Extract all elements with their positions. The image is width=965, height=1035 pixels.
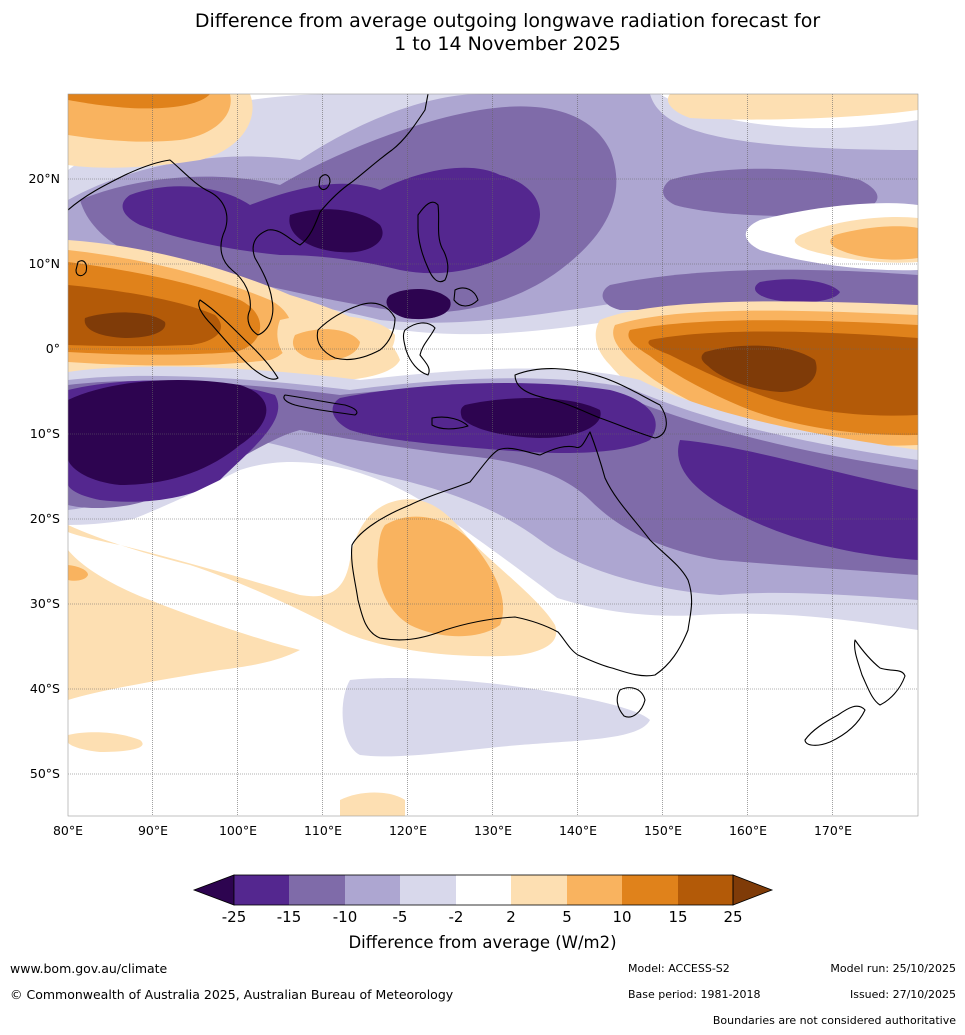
website-link[interactable]: www.bom.gov.au/climate xyxy=(10,961,168,976)
lon-label-100e: 100°E xyxy=(219,823,257,838)
colorbar: -25 -15 -10 -5 -2 2 5 10 15 25 xyxy=(192,874,774,926)
lon-label-90e: 90°E xyxy=(138,823,168,838)
colorbar-bin-7 xyxy=(567,875,622,905)
anomaly-region-philippines-darkest xyxy=(386,288,451,320)
cb-tick-10: 25 xyxy=(723,908,742,926)
lat-label-50s: 50°S xyxy=(30,766,60,781)
cb-tick-8: 10 xyxy=(612,908,631,926)
coastline-tasmania xyxy=(616,687,646,718)
lat-label-40s: 40°S xyxy=(30,681,60,696)
cb-tick-3: -10 xyxy=(333,908,358,926)
anomaly-region-north-pacific-purple xyxy=(663,168,878,217)
model-run-text: Model run: 25/10/2025 xyxy=(830,962,956,975)
map-frame xyxy=(67,93,919,817)
cb-tick-6: 2 xyxy=(506,908,516,926)
anomaly-region-far-west-orange xyxy=(68,565,88,581)
coastline-timor xyxy=(431,416,469,430)
lon-label-170e: 170°E xyxy=(814,823,852,838)
coastline-new-zealand-south xyxy=(804,705,866,746)
colorbar-frame xyxy=(233,874,734,906)
cb-tick-9: 15 xyxy=(668,908,687,926)
lon-label-160e: 160°E xyxy=(729,823,767,838)
coastline-new-zealand-north xyxy=(854,639,906,706)
disclaimer-text: Boundaries are not considered authoritat… xyxy=(712,1014,956,1027)
anomaly-region-borneo-orange xyxy=(292,329,360,361)
coastline-philippines xyxy=(417,201,479,307)
anomaly-region-south-bottom-orange xyxy=(340,792,405,816)
map-field xyxy=(68,94,918,816)
anomaly-region-nw-orange-dark xyxy=(68,94,210,109)
anomaly-region-timor-darkest xyxy=(460,398,601,438)
anomaly-region-indian-eq-darkest xyxy=(84,312,166,338)
anomaly-region-indian-darkest xyxy=(68,380,267,485)
cb-tick-4: -5 xyxy=(393,908,408,926)
title-line-2: 1 to 14 November 2025 xyxy=(394,33,621,55)
coastline-asia-mainland xyxy=(68,94,429,336)
colorbar-bin-2 xyxy=(289,875,345,905)
anomaly-region-ne-light-orange xyxy=(667,94,918,120)
lon-label-140e: 140°E xyxy=(559,823,597,838)
coastline-sumatra xyxy=(198,299,279,380)
coastline-sri-lanka xyxy=(75,260,88,277)
lon-label-150e: 150°E xyxy=(644,823,682,838)
anomaly-region-south-dark-purple xyxy=(68,380,918,575)
title-line-1: Difference from average outgoing longwav… xyxy=(194,10,821,32)
colorbar-bin-1 xyxy=(234,875,289,905)
colorbar-bin-9 xyxy=(678,875,733,905)
lon-label-130e: 130°E xyxy=(474,823,512,838)
colorbar-bin-8 xyxy=(622,875,678,905)
colorbar-bin-6 xyxy=(511,875,567,905)
anomaly-region-south-light-purple-patch xyxy=(342,678,650,757)
coastline-taiwan xyxy=(318,174,331,191)
anomaly-region-pacific-band-deep-purple xyxy=(755,279,840,303)
anomaly-region-north-darkest xyxy=(289,209,383,253)
colorbar-title: Difference from average (W/m2) xyxy=(348,933,617,952)
lon-label-80e: 80°E xyxy=(53,823,83,838)
lat-label-10n: 10°N xyxy=(28,256,60,271)
latitude-labels: 20°N 10°N 0° 10°S 20°S 30°S 40°S 50°S xyxy=(28,171,60,781)
cb-tick-7: 5 xyxy=(562,908,572,926)
anomaly-region-east-orange xyxy=(830,226,918,260)
lat-label-10s: 10°S xyxy=(30,426,60,441)
coastline-sulawesi xyxy=(402,322,436,376)
lon-label-120e: 120°E xyxy=(389,823,427,838)
coastlines xyxy=(68,94,906,746)
coastline-borneo xyxy=(316,302,396,361)
cb-tick-2: -15 xyxy=(277,908,302,926)
colorbar-bin-3 xyxy=(345,875,400,905)
colorbar-min-arrow xyxy=(192,874,235,906)
colorbar-bin-5 xyxy=(456,875,511,905)
lat-label-20s: 20°S xyxy=(30,511,60,526)
olr-anomaly-map: 80°E 90°E 100°E 110°E 120°E 130°E 140°E … xyxy=(28,93,919,838)
anomaly-region-west-australia-orange xyxy=(377,516,504,637)
cb-tick-1: -25 xyxy=(222,908,247,926)
anomaly-region-coral-deep-purple xyxy=(678,440,918,560)
colorbar-bin-4 xyxy=(400,875,456,905)
longitude-labels: 80°E 90°E 100°E 110°E 120°E 130°E 140°E … xyxy=(53,823,852,838)
coastline-java xyxy=(283,394,358,416)
anomaly-region-southwest-small-orange xyxy=(68,732,143,752)
lat-label-30s: 30°S xyxy=(30,596,60,611)
coastline-australia xyxy=(351,431,693,677)
colorbar-tick-labels: -25 -15 -10 -5 -2 2 5 10 15 25 xyxy=(222,908,743,926)
model-text: Model: ACCESS-S2 xyxy=(628,962,730,975)
coastline-new-guinea xyxy=(514,368,667,439)
base-period-text: Base period: 1981-2018 xyxy=(628,988,761,1001)
copyright-text: © Commonwealth of Australia 2025, Austra… xyxy=(10,987,454,1002)
issued-text: Issued: 27/10/2025 xyxy=(849,988,956,1001)
lon-label-110e: 110°E xyxy=(304,823,342,838)
lat-label-0: 0° xyxy=(46,341,60,356)
colorbar-max-arrow xyxy=(732,874,774,906)
chart-title: Difference from average outgoing longwav… xyxy=(0,10,965,56)
anomaly-region-pacific-darkest xyxy=(701,345,817,392)
lat-label-20n: 20°N xyxy=(28,171,60,186)
cb-tick-5: -2 xyxy=(449,908,464,926)
